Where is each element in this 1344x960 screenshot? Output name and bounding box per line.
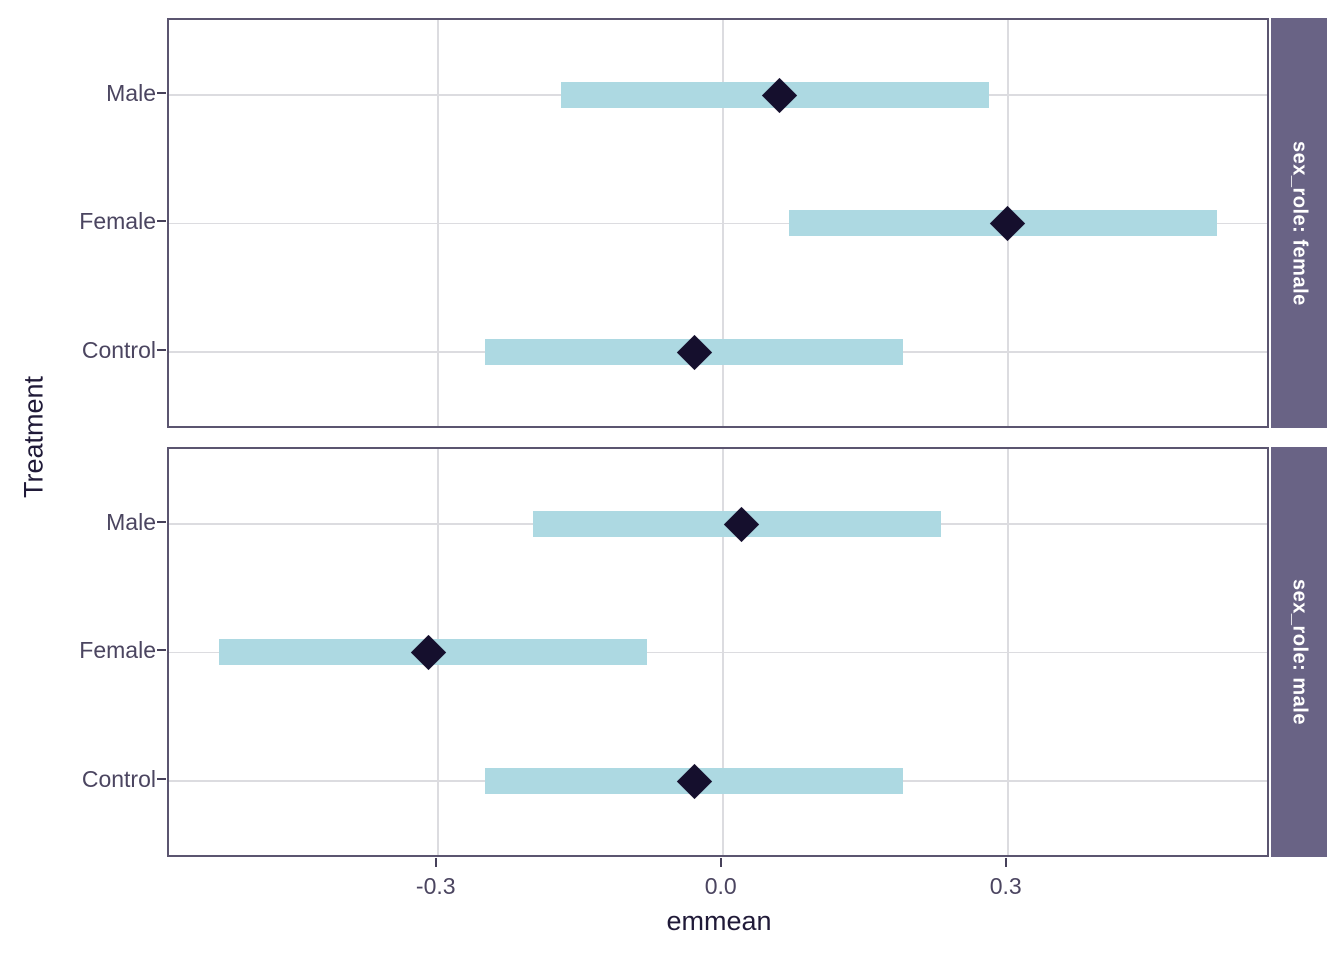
facet-strip: sex_role: male (1271, 447, 1327, 857)
x-tick-label: 0.0 (704, 873, 737, 899)
y-tick-label: Female (79, 637, 156, 664)
y-tick-label: Male (106, 509, 156, 536)
facet-strip-label: sex_role: female (1288, 140, 1311, 306)
x-tick-mark (434, 858, 437, 867)
y-tick-mark (157, 649, 166, 652)
facet-strip: sex_role: female (1271, 18, 1327, 428)
y-axis-title: Treatment (18, 375, 49, 499)
gridline-horizontal (169, 651, 1267, 654)
y-tick-label: Control (81, 337, 156, 364)
y-tick-label: Male (106, 80, 156, 107)
y-tick-mark (157, 92, 166, 95)
y-tick-label: Female (79, 208, 156, 235)
y-tick-mark (157, 349, 166, 352)
y-tick-mark (157, 778, 166, 781)
x-tick-mark (1004, 858, 1007, 867)
y-tick-label: Control (81, 766, 156, 793)
facet-strip-label: sex_role: male (1288, 579, 1311, 725)
x-tick-label: 0.3 (989, 873, 1022, 899)
facet-panel (167, 447, 1269, 857)
x-tick-label: -0.3 (415, 873, 456, 899)
x-axis-title: emmean (666, 906, 772, 936)
y-tick-mark (157, 220, 166, 223)
facet-panel (167, 18, 1269, 428)
y-tick-mark (157, 521, 166, 524)
x-tick-mark (719, 858, 722, 867)
gridline-horizontal (169, 222, 1267, 225)
